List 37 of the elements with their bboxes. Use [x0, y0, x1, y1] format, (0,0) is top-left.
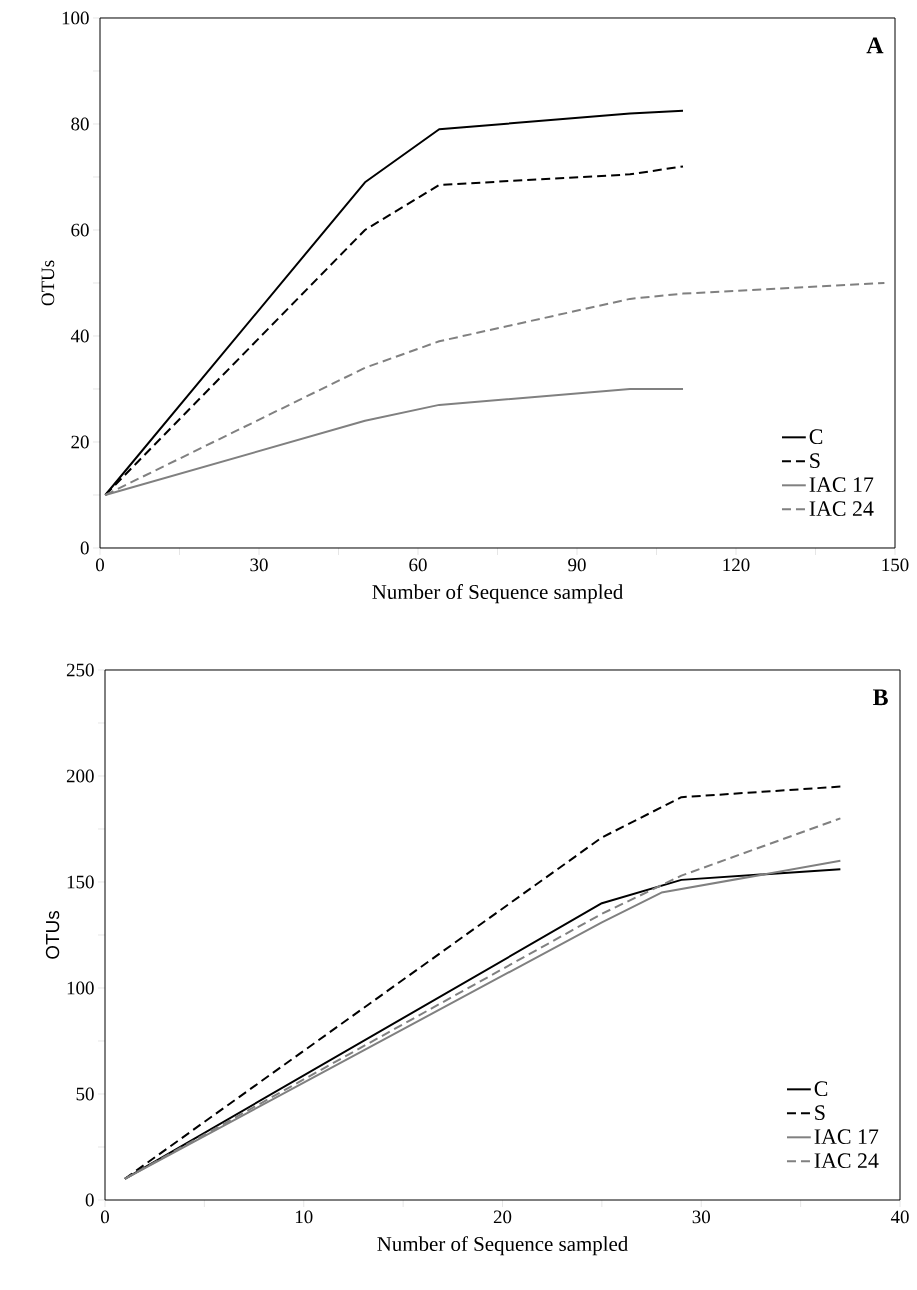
annotation: A [866, 37, 884, 54]
y-axis-title: OTUs [45, 910, 60, 959]
annotation: B [872, 689, 888, 706]
y-tick-label: 100 [67, 981, 94, 995]
x-tick-label: 30 [692, 1210, 710, 1224]
y-axis-title: OTUs [41, 260, 55, 306]
x-tick-label: 0 [95, 558, 104, 572]
y-tick-label: 250 [66, 663, 94, 677]
legend-label: IAC 24 [814, 1153, 879, 1169]
x-tick-label: 150 [882, 558, 909, 572]
x-axis-title: Number of Sequence sampled [377, 1236, 629, 1256]
legend-label: IAC 24 [809, 501, 874, 517]
legend-label: S [810, 453, 820, 469]
legend-label: S [815, 1105, 825, 1121]
y-tick-label: 200 [66, 769, 94, 783]
y-tick-label: 100 [62, 11, 89, 25]
y-tick-label: 50 [76, 1087, 94, 1101]
legend-label: IAC 17 [809, 477, 874, 493]
y-tick-label: 40 [70, 329, 89, 343]
x-axis-title: Number of Sequence sampled [372, 584, 624, 604]
x-tick-label: 60 [409, 558, 427, 572]
x-tick-label: 10 [295, 1210, 313, 1224]
y-tick-label: 60 [71, 223, 89, 237]
y-tick-label: 20 [71, 435, 89, 449]
y-tick-label: 150 [67, 875, 94, 889]
x-tick-label: 20 [493, 1210, 512, 1224]
y-tick-label: 0 [85, 1193, 94, 1207]
y-tick-label: 80 [71, 117, 89, 131]
legend-label: C [814, 1081, 828, 1097]
x-tick-label: 120 [723, 558, 750, 572]
legend-label: C [809, 429, 823, 445]
y-tick-label: 0 [80, 541, 89, 555]
legend-label: IAC 17 [814, 1129, 879, 1145]
x-tick-label: 30 [250, 558, 268, 572]
x-tick-label: 90 [568, 558, 586, 572]
x-tick-label: 0 [100, 1210, 109, 1224]
x-tick-label: 40 [890, 1210, 909, 1224]
